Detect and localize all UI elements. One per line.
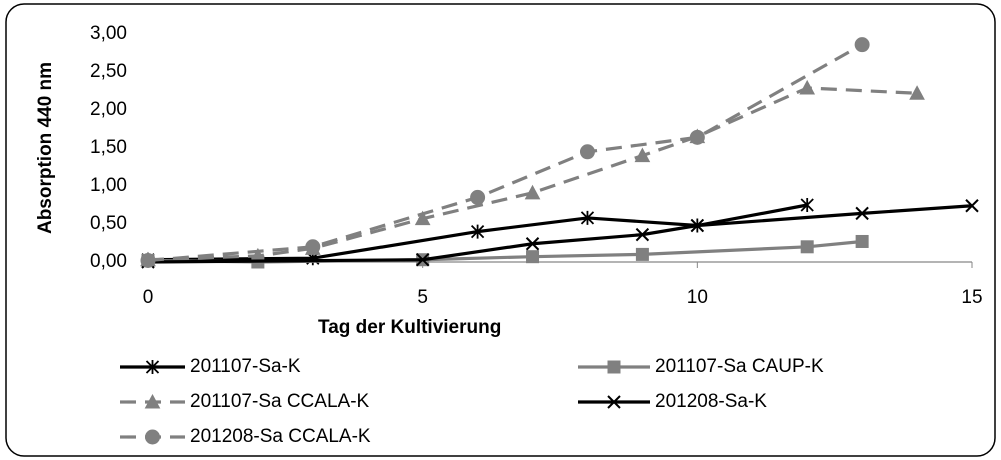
marker: [526, 250, 540, 264]
legend-label: 201208-Sa CCALA-K: [190, 426, 371, 447]
marker: [855, 234, 869, 248]
marker: [690, 218, 705, 233]
marker: [580, 210, 595, 225]
marker: [635, 247, 649, 261]
y-tick-label: 3,00: [90, 23, 127, 44]
x-tick-label: 5: [417, 287, 428, 308]
y-tick-label: 1,00: [90, 175, 127, 196]
marker: [799, 79, 816, 95]
legend-marker: [607, 395, 621, 409]
marker: [140, 252, 156, 268]
marker: [305, 239, 321, 255]
marker: [965, 199, 979, 213]
marker: [689, 129, 705, 145]
marker: [854, 37, 870, 53]
legend-label: 201107-Sa CAUP-K: [655, 356, 824, 377]
marker: [909, 85, 925, 100]
marker: [524, 184, 541, 200]
marker: [634, 147, 651, 163]
marker: [800, 240, 814, 254]
legend-marker: [607, 360, 621, 374]
series-line: [147, 86, 918, 262]
x-tick-label: 0: [143, 287, 154, 308]
y-tick-label: 0,00: [90, 251, 127, 272]
marker: [414, 210, 431, 226]
marker: [579, 144, 595, 160]
legend-label: 201107-Sa-K: [190, 356, 301, 377]
marker: [635, 227, 650, 242]
marker: [415, 253, 430, 267]
series-line: [147, 203, 808, 262]
x-tick-label: 10: [687, 287, 708, 308]
legend-marker: [145, 429, 160, 445]
legend-marker: [144, 393, 161, 409]
marker: [855, 206, 869, 221]
y-axis-label: Absorption 440 nm: [35, 62, 56, 234]
legend-marker: [145, 360, 160, 374]
legend-label: 201107-Sa CCALA-K: [190, 391, 370, 412]
y-tick-label: 2,50: [90, 61, 127, 82]
series-line: [147, 43, 863, 263]
y-tick-label: 2,00: [90, 99, 127, 120]
y-tick-label: 0,50: [90, 213, 127, 234]
y-tick-label: 1,50: [90, 137, 127, 158]
marker: [470, 224, 485, 239]
marker: [800, 198, 814, 212]
marker: [525, 237, 540, 251]
x-axis-label: Tag der Kultivierung: [318, 317, 501, 338]
marker: [470, 189, 486, 205]
x-tick-label: 15: [961, 287, 982, 308]
legend-label: 201208-Sa-K: [655, 391, 767, 412]
